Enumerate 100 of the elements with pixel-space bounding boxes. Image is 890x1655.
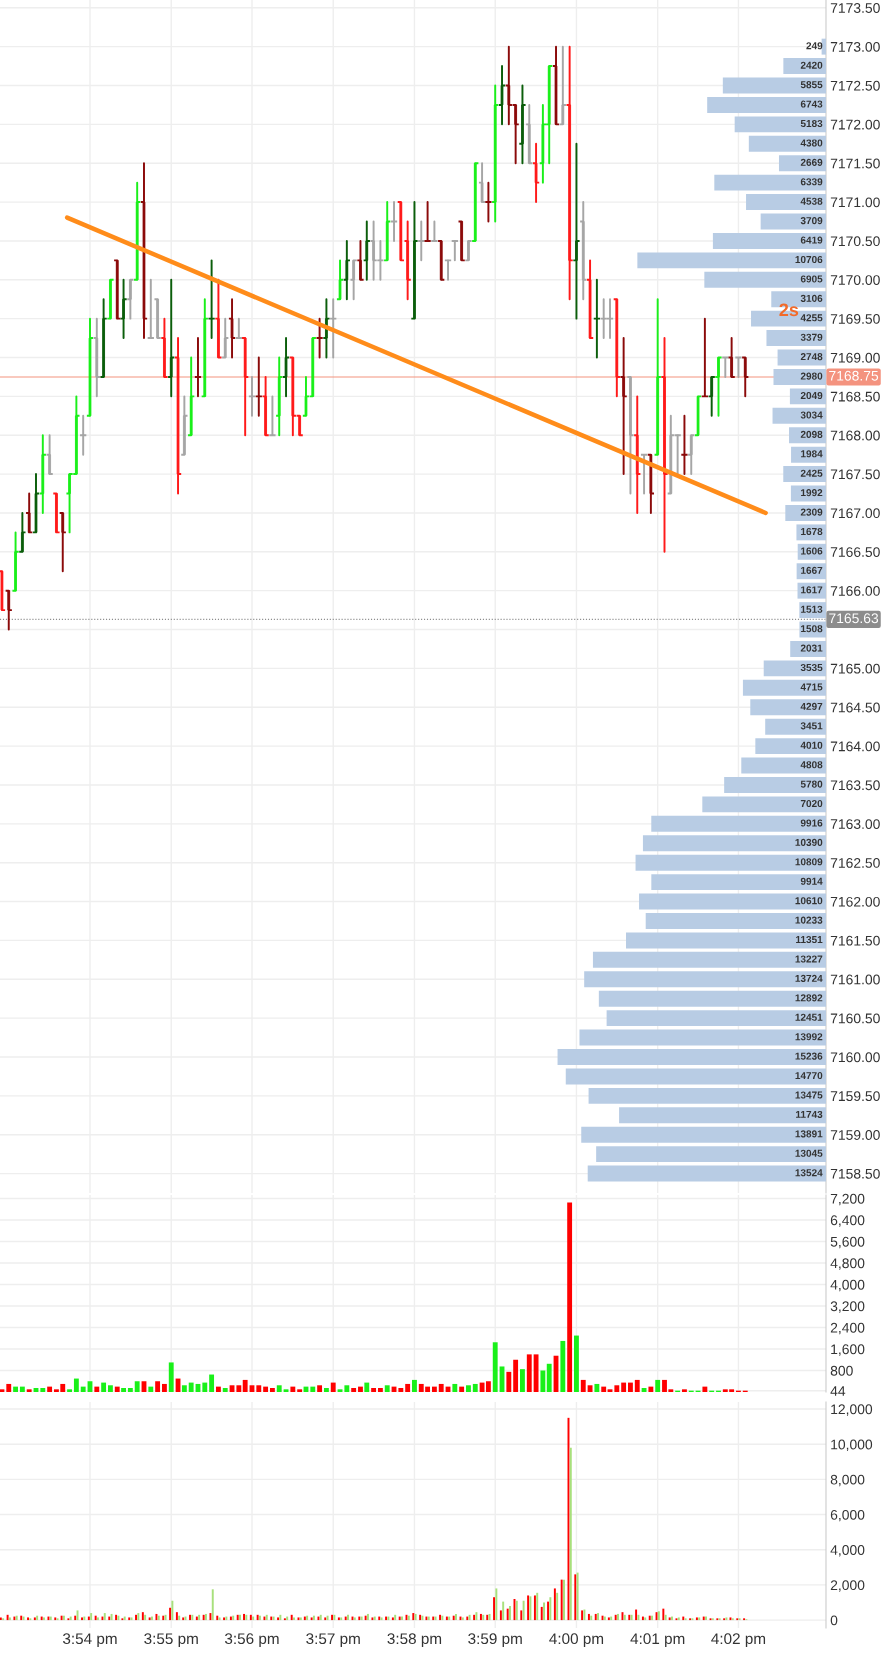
bar <box>466 1385 471 1392</box>
bar <box>80 1386 86 1392</box>
candlestick <box>12 531 19 592</box>
candlestick <box>580 201 587 301</box>
data-label: 1513 <box>801 605 823 613</box>
data-label: 2309 <box>800 508 823 516</box>
data-label: 4255 <box>800 314 823 322</box>
candlestick <box>59 511 66 573</box>
data-label: 10390 <box>795 838 823 846</box>
bar <box>263 1386 269 1392</box>
candlestick <box>620 337 627 476</box>
bar <box>598 990 826 1007</box>
bar <box>161 1383 167 1392</box>
candlestick <box>26 492 33 534</box>
bar <box>714 174 826 191</box>
y-tick-label: 7158.50 <box>830 1168 880 1179</box>
data-label: 2049 <box>800 391 823 400</box>
bar <box>148 1386 154 1392</box>
data-label: 6339 <box>800 178 823 186</box>
bar <box>520 1369 525 1392</box>
candlestick <box>134 181 141 281</box>
data-label: 13992 <box>795 1033 823 1041</box>
candlestick <box>411 201 418 320</box>
candlestick <box>472 162 479 242</box>
y-tick-label: 7163.50 <box>830 780 880 791</box>
data-label: 6905 <box>800 275 823 283</box>
bar <box>584 971 826 988</box>
y-tick-label: 2,400 <box>830 1322 865 1335</box>
data-label: 6743 <box>800 100 823 108</box>
y-tick-label: 7160.00 <box>830 1052 880 1063</box>
y-tick-label: 7169.00 <box>830 352 880 363</box>
data-label: 15236 <box>795 1052 823 1060</box>
bar <box>310 1386 316 1392</box>
bar <box>750 699 826 716</box>
annotation: 2s <box>779 303 799 317</box>
y-tick-label: 7166.50 <box>830 547 880 557</box>
bar <box>742 679 826 696</box>
bar <box>358 1386 363 1392</box>
bar <box>655 1379 661 1392</box>
candlestick <box>478 162 486 204</box>
bar <box>637 252 826 269</box>
bar <box>651 874 826 891</box>
candlestick <box>39 434 46 514</box>
x-tick-label: 4:02 pm <box>711 1633 766 1648</box>
bar <box>209 1374 215 1392</box>
candlestick <box>708 375 715 417</box>
y-tick-label: 6,000 <box>830 1509 865 1522</box>
bar <box>651 815 826 832</box>
candlestick <box>526 103 533 165</box>
candlestick <box>107 278 114 320</box>
bar <box>242 1379 248 1392</box>
bar <box>639 893 826 910</box>
bar <box>269 1387 275 1392</box>
bar <box>276 1385 282 1392</box>
data-label: 5183 <box>800 119 823 128</box>
data-label: 3709 <box>800 217 823 225</box>
bar <box>127 1387 133 1392</box>
y-tick-label: 4,800 <box>830 1258 865 1270</box>
data-label: 5855 <box>800 81 823 89</box>
y-tick-label: 7161.50 <box>830 935 880 946</box>
data-label: 2098 <box>800 430 823 438</box>
candlestick <box>343 239 350 301</box>
y-tick-label: 44 <box>830 1386 846 1396</box>
bar <box>601 1386 607 1392</box>
bar <box>707 96 826 113</box>
candlestick <box>418 220 425 262</box>
bar <box>19 1386 25 1392</box>
bar <box>626 932 826 949</box>
data-label: 1678 <box>801 527 823 536</box>
bar <box>587 1385 593 1392</box>
bar <box>513 1359 519 1392</box>
bar <box>472 1383 478 1392</box>
candlestick <box>93 317 100 398</box>
x-tick-label: 3:58 pm <box>387 1633 442 1648</box>
candlestick <box>559 45 566 126</box>
data-label: 13724 <box>795 974 823 982</box>
bar <box>581 1126 826 1143</box>
data-label: 2980 <box>800 372 823 380</box>
data-label: 3106 <box>800 294 823 302</box>
bar <box>215 1386 221 1392</box>
y-tick-label: 7164.50 <box>830 702 880 713</box>
data-label: 6419 <box>800 236 823 244</box>
bar <box>682 1389 687 1392</box>
bar <box>344 1385 350 1392</box>
candlestick <box>404 220 411 301</box>
x-tick-label: 4:01 pm <box>630 1633 685 1648</box>
bar <box>297 1389 303 1392</box>
bar <box>526 1354 532 1392</box>
y-tick-label: 7159.50 <box>830 1091 880 1102</box>
bar <box>134 1381 140 1392</box>
y-tick-label: 7168.00 <box>830 430 880 441</box>
y-tick-label: 1,600 <box>831 1344 865 1356</box>
bar <box>290 1386 296 1392</box>
bar <box>13 1386 18 1392</box>
bar <box>364 1382 370 1392</box>
bar <box>371 1387 377 1392</box>
data-label: 1984 <box>801 450 823 458</box>
data-label: 4715 <box>800 683 823 691</box>
y-tick-label: 5,600 <box>830 1236 865 1249</box>
data-label: 13045 <box>795 1149 823 1157</box>
